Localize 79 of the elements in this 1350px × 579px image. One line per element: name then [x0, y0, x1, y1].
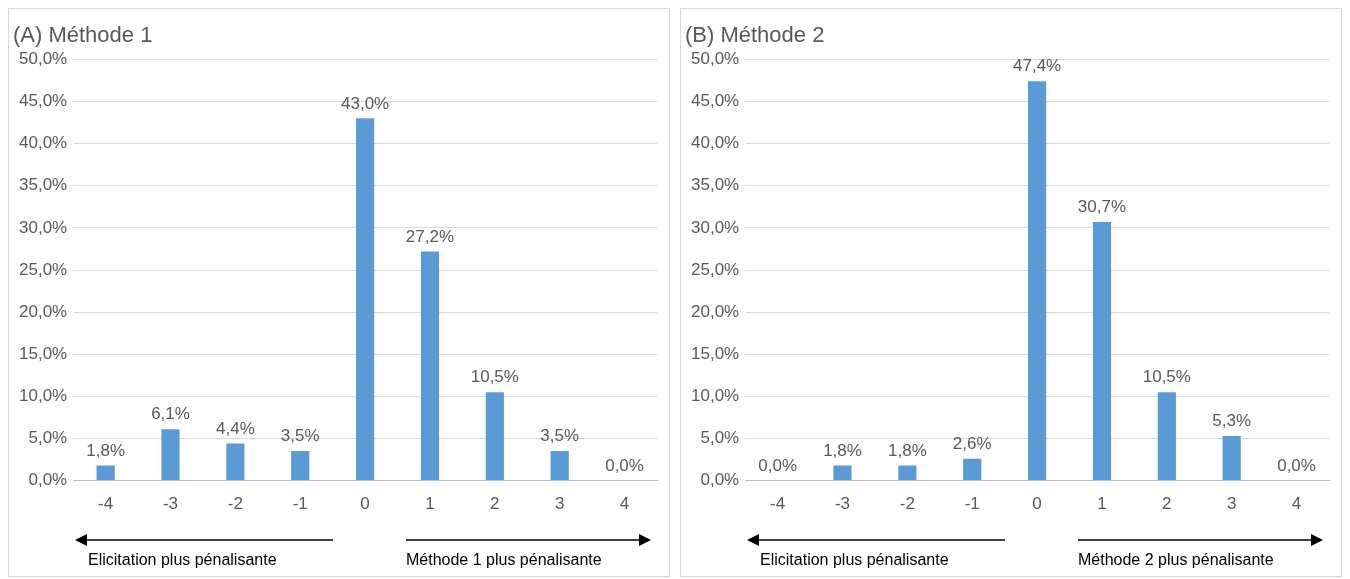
data-label: 4,4% — [215, 418, 255, 438]
bar — [226, 443, 245, 481]
y-tick-label: 40,0% — [691, 133, 740, 153]
y-tick-label: 50,0% — [691, 49, 740, 69]
data-label: 43,0% — [341, 93, 390, 113]
x-tick-label: -4 — [98, 494, 114, 514]
x-tick-label: 0 — [360, 494, 370, 514]
y-tick-label: 10,0% — [19, 386, 68, 406]
x-tick-label: 3 — [1226, 494, 1237, 514]
text: Elicitation plus pénalisante — [760, 551, 949, 569]
x-tick-label: 4 — [1291, 494, 1302, 514]
y-tick-label: 10,0% — [691, 386, 740, 406]
x-tick-label: 1 — [1097, 494, 1107, 514]
data-label: 3,5% — [280, 426, 320, 446]
data-label: 10,5% — [1142, 367, 1191, 387]
y-tick-label: 45,0% — [19, 91, 68, 111]
data-label: 10,5% — [470, 367, 519, 387]
y-tick-label: 45,0% — [691, 91, 740, 111]
y-tick-label: 25,0% — [691, 259, 740, 279]
x-tick-label: 4 — [619, 494, 630, 514]
data-label: 0,0% — [1277, 455, 1316, 475]
bar — [356, 118, 375, 481]
bar — [96, 465, 115, 481]
y-tick-label: 30,0% — [19, 217, 68, 237]
bar — [420, 251, 440, 481]
bar — [550, 451, 569, 481]
y-tick-label: 15,0% — [691, 343, 740, 363]
y-tick-label: 25,0% — [19, 259, 68, 279]
bar — [833, 465, 852, 481]
x-tick-label: 0 — [1032, 494, 1042, 514]
y-tick-label: 35,0% — [19, 175, 68, 195]
x-tick-label: -3 — [162, 494, 179, 514]
y-tick-label: 40,0% — [19, 133, 68, 153]
y-tick-label: 5,0% — [28, 428, 68, 448]
data-label: 0,0% — [605, 455, 644, 475]
bar — [1028, 81, 1047, 481]
data-label: 47,4% — [1013, 56, 1062, 76]
data-label: 5,3% — [1212, 411, 1252, 431]
x-tick-label: 2 — [490, 494, 500, 514]
y-tick-label: 5,0% — [700, 428, 740, 448]
x-tick-label: -3 — [834, 494, 851, 514]
chart-title: (A) Méthode 1 — [13, 22, 153, 48]
data-label: 0,0% — [758, 455, 798, 475]
x-tick-label: -2 — [227, 494, 243, 514]
bar — [161, 429, 180, 481]
y-tick-label: 0,0% — [28, 470, 68, 490]
y-tick-label: 20,0% — [19, 301, 68, 321]
data-label: 30,7% — [1077, 197, 1127, 217]
text: Méthode 1 plus pénalisante — [406, 551, 602, 569]
bar — [963, 458, 982, 481]
x-tick-label: 2 — [1162, 494, 1172, 514]
x-tick-label: -1 — [964, 494, 980, 514]
data-label: 1,8% — [86, 440, 126, 460]
y-tick-label: 35,0% — [691, 175, 740, 195]
data-label: 1,8% — [823, 440, 862, 460]
text: Elicitation plus pénalisante — [88, 551, 277, 569]
bar — [1092, 221, 1112, 481]
data-label: 6,1% — [151, 404, 190, 424]
x-tick-label: 3 — [554, 494, 565, 514]
bar — [1222, 435, 1241, 481]
data-label: 3,5% — [540, 426, 580, 446]
y-tick-label: 0,0% — [700, 470, 740, 490]
y-tick-label: 50,0% — [19, 49, 68, 69]
y-tick-label: 15,0% — [19, 343, 68, 363]
bar — [1157, 392, 1176, 481]
x-tick-label: -1 — [292, 494, 308, 514]
y-tick-label: 30,0% — [691, 217, 740, 237]
bar — [291, 451, 310, 481]
bar — [485, 392, 504, 481]
bar — [898, 465, 917, 481]
x-tick-label: -2 — [899, 494, 915, 514]
data-label: 2,6% — [952, 433, 992, 453]
text: Méthode 2 plus pénalisante — [1078, 551, 1274, 569]
data-label: 1,8% — [887, 440, 927, 460]
x-tick-label: -4 — [770, 494, 786, 514]
x-tick-label: 1 — [425, 494, 435, 514]
data-label: 27,2% — [405, 226, 455, 246]
chart-title: (B) Méthode 2 — [685, 22, 825, 48]
y-tick-label: 20,0% — [691, 301, 740, 321]
